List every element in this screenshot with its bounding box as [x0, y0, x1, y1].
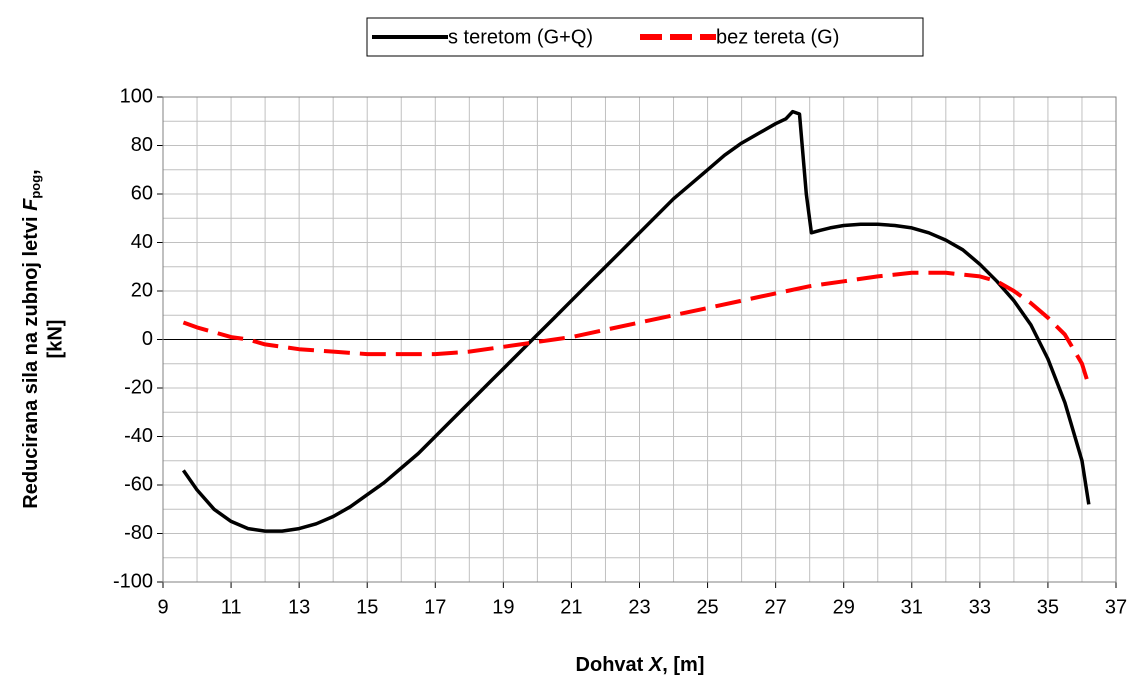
x-tick-label: 25: [696, 596, 718, 618]
y-tick-label: -60: [124, 473, 153, 495]
y-axis-label-line: [kN]: [44, 320, 66, 359]
y-tick-label: -40: [124, 425, 153, 447]
x-tick-label: 27: [765, 596, 787, 618]
plot-border: [162, 96, 1117, 583]
x-tick-label: 29: [833, 596, 855, 618]
y-tick-label: 20: [131, 279, 153, 301]
y-tick-label: -100: [113, 570, 153, 592]
x-tick-label: 17: [424, 596, 446, 618]
y-tick-label: -20: [124, 376, 153, 398]
y-tick-label: 40: [131, 231, 153, 253]
y-tick-label: 100: [120, 85, 153, 107]
x-tick-label: 23: [628, 596, 650, 618]
x-tick-label: 21: [560, 596, 582, 618]
x-tick-label: 9: [157, 596, 168, 618]
legend-label: bez tereta (G): [716, 26, 839, 48]
x-axis-label: Dohvat X, [m]: [576, 654, 705, 676]
y-axis-label: Reducirana sila na zubnoj letvi Fpog, [k…: [20, 169, 66, 508]
y-tick-label: -80: [124, 522, 153, 544]
y-tick-label: 0: [142, 328, 153, 350]
x-tick-label: 31: [901, 596, 923, 618]
legend-label: s teretom (G+Q): [448, 26, 593, 48]
x-tick-label: 15: [356, 596, 378, 618]
y-tick-label: 60: [131, 182, 153, 204]
x-tick-label: 37: [1105, 596, 1127, 618]
line: [182, 270, 1091, 387]
y-tick-label: 80: [131, 134, 153, 156]
x-tick-label: 33: [969, 596, 991, 618]
x-tick-label: 13: [288, 596, 310, 618]
line: [181, 109, 1091, 533]
x-tick-label: 35: [1037, 596, 1059, 618]
y-axis-label-line: Reducirana sila na zubnoj letvi Fpog,: [20, 169, 43, 508]
x-tick-label: 11: [221, 596, 242, 618]
x-tick-label: 19: [492, 596, 514, 618]
